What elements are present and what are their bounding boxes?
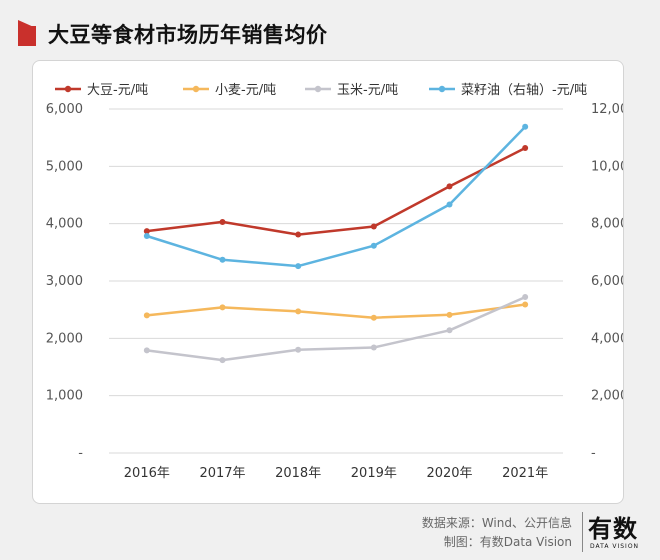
data-point (295, 263, 302, 270)
brand-logo: 有数 (588, 515, 638, 543)
legend-marker (438, 85, 446, 93)
data-point (219, 256, 226, 263)
header: 大豆等食材市场历年销售均价 (0, 0, 660, 60)
made-by-text: 制图：有数Data Vision (443, 535, 572, 549)
data-point (143, 228, 150, 235)
x-tick-label: 2021年 (502, 466, 548, 481)
y-left-tick-label: 6,000 (46, 102, 83, 117)
legend-label: 玉米-元/吨 (337, 83, 398, 98)
title-accent-icon (18, 20, 36, 28)
logo-divider (582, 512, 583, 552)
title-accent-bar (18, 26, 36, 46)
legend-label: 小麦-元/吨 (215, 83, 276, 98)
brand-logo-sub: DATA VISION (590, 543, 640, 550)
data-point (522, 301, 529, 308)
data-point (219, 357, 226, 364)
legend-marker (314, 85, 322, 93)
y-right-tick-label: 12,000 (591, 102, 623, 117)
data-point (446, 311, 453, 318)
chart-card: - - 1,000 2,000 2,000 4,000 3,000 6,000 4,000 8,0… (32, 60, 624, 504)
x-tick-label: 2019年 (351, 466, 397, 481)
data-point (370, 242, 377, 249)
data-point (295, 346, 302, 353)
data-point (446, 201, 453, 208)
data-point (522, 294, 529, 301)
data-point (143, 347, 150, 354)
legend-label: 菜籽油（右轴）-元/吨 (461, 83, 587, 98)
x-tick-label: 2020年 (426, 466, 472, 481)
data-point (219, 218, 226, 225)
data-point (522, 144, 529, 151)
x-tick-label: 2017年 (199, 466, 245, 481)
data-point (143, 232, 150, 239)
data-point (446, 183, 453, 190)
y-left-tick-label: 2,000 (46, 331, 83, 346)
data-point (522, 123, 529, 130)
data-point (295, 308, 302, 315)
y-right-tick-label: 10,000 (591, 159, 623, 174)
y-left-tick-label: - (78, 446, 83, 461)
y-right-tick-label: 6,000 (591, 274, 623, 289)
legend-marker (64, 85, 72, 93)
source-text: 数据来源：Wind、公开信息 (421, 516, 572, 530)
y-left-tick-label: 1,000 (46, 389, 83, 404)
series-line (146, 303, 526, 319)
source-note: 数据来源：Wind、公开信息 制图：有数Data Vision (422, 514, 572, 552)
legend-label: 大豆-元/吨 (87, 83, 148, 98)
data-point (370, 344, 377, 351)
series-line (146, 295, 526, 362)
line-chart: - - 1,000 2,000 2,000 4,000 3,000 6,000 4,000 8,0… (46, 83, 623, 481)
y-left-tick-label: 3,000 (46, 274, 83, 289)
y-right-tick-label: 8,000 (591, 217, 623, 232)
data-point (219, 304, 226, 311)
series-line (146, 146, 526, 236)
data-point (295, 231, 302, 238)
y-right-tick-label: 4,000 (591, 331, 623, 346)
data-point (143, 312, 150, 319)
page-title: 大豆等食材市场历年销售均价 (48, 23, 328, 47)
data-point (370, 314, 377, 321)
legend-marker (192, 85, 200, 93)
y-right-tick-label: - (591, 446, 596, 461)
series-line (146, 125, 527, 268)
x-tick-label: 2018年 (275, 466, 321, 481)
x-tick-label: 2016年 (124, 466, 170, 481)
y-left-tick-label: 5,000 (46, 159, 83, 174)
y-left-tick-label: 4,000 (46, 217, 83, 232)
y-right-tick-label: 2,000 (591, 389, 623, 404)
data-point (370, 223, 377, 230)
data-point (446, 327, 453, 334)
